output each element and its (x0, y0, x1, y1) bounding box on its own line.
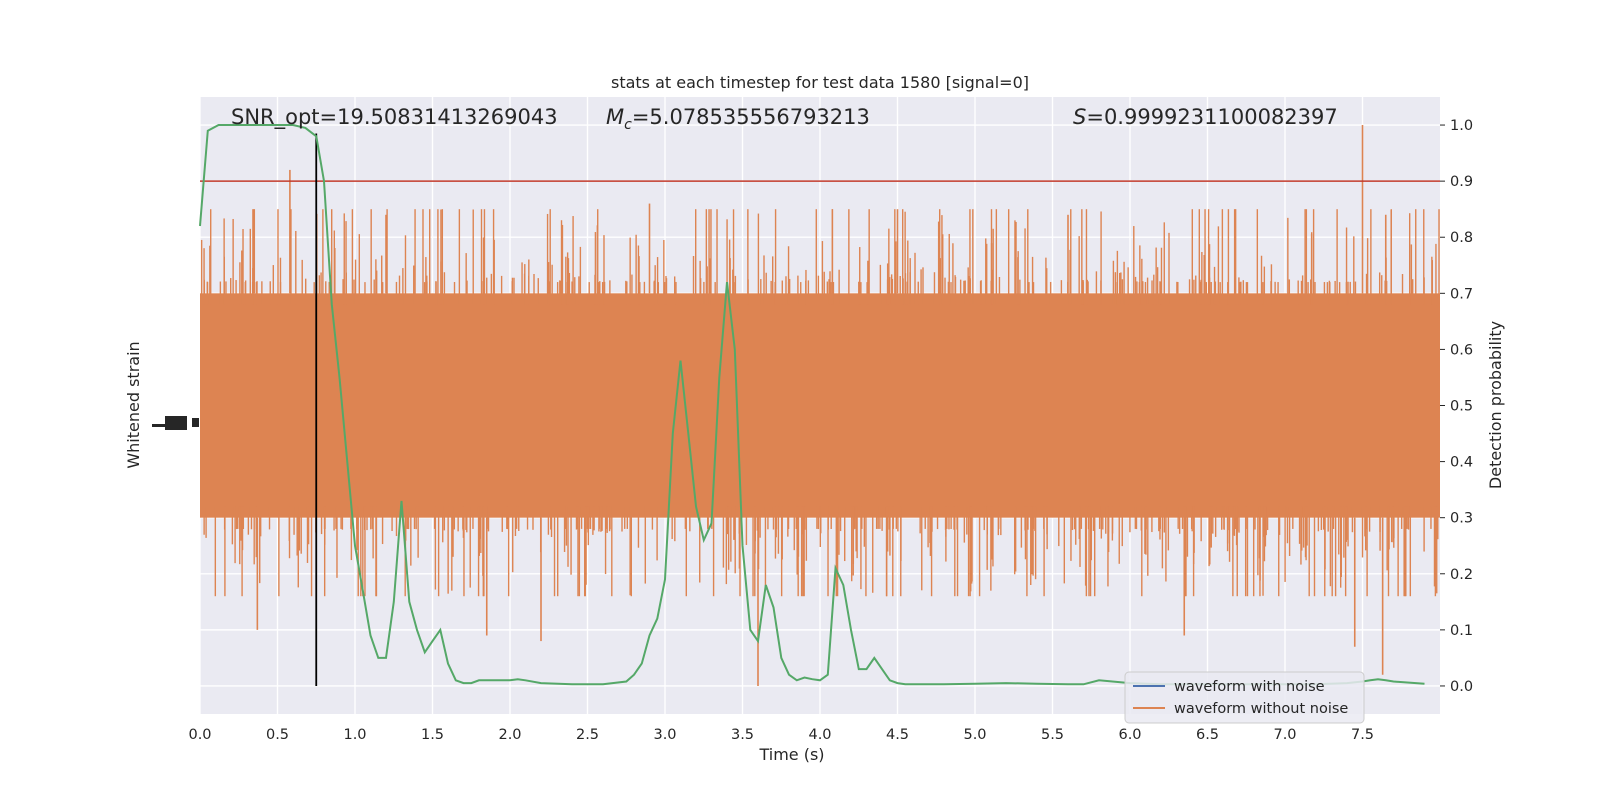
x-tick-label: 6.0 (1118, 727, 1141, 743)
y-right-axis-ticks: 0.0 0.1 0.2 0.3 0.4 0.5 0.6 0.7 0.8 0.9 1.0 (1440, 118, 1473, 695)
chirp-mass-annotation: Mc=5.078535556793213 (606, 105, 870, 133)
waveform-without-noise-band (200, 293, 1440, 518)
x-tick-label: 4.5 (886, 727, 909, 743)
chart-title: stats at each timestep for test data 158… (611, 73, 1029, 92)
x-tick-label: 2.5 (576, 727, 599, 743)
x-tick-label: 3.5 (731, 727, 754, 743)
legend-box (1124, 671, 1365, 724)
x-tick-label: 1.0 (343, 727, 366, 743)
x-tick-label: 0.0 (188, 727, 211, 743)
x-tick-label: 7.0 (1273, 727, 1296, 743)
detection-probability-line (199, 124, 1425, 686)
score-annotation: S=0.9999231100082397 (1073, 105, 1338, 129)
x-axis-label: Time (s) (758, 745, 824, 764)
y-tick-label: 0.4 (1450, 455, 1473, 471)
y-tick-label: 0.9 (1450, 174, 1473, 190)
legend: waveform with noise waveform without noi… (1124, 671, 1365, 724)
legend-label-waveform-without-noise: waveform without noise (1174, 701, 1348, 717)
snr-annotation: SNR_opt=19.50831413269043 (231, 105, 558, 130)
x-tick-label: 4.0 (808, 727, 831, 743)
y-tick-label: 0.3 (1450, 511, 1473, 527)
x-tick-label: 2.0 (498, 727, 521, 743)
y-tick-label: 0.8 (1450, 230, 1473, 246)
x-axis-ticks: 0.0 0.5 1.0 1.5 2.0 2.5 3.0 3.5 4.0 4.5 5.0 5.5 6.0 6… (188, 727, 1374, 743)
x-tick-label: 7.5 (1351, 727, 1374, 743)
y-tick-label: 0.6 (1450, 342, 1473, 358)
y-left-axis-label: Whitened strain (124, 341, 143, 468)
legend-label-waveform-with-noise: waveform with noise (1174, 679, 1325, 695)
left-axis-ticks-cluster (152, 416, 199, 430)
x-tick-label: 3.0 (653, 727, 676, 743)
x-tick-label: 5.5 (1041, 727, 1064, 743)
y-tick-label: 0.5 (1450, 399, 1473, 415)
y-tick-label: 1.0 (1450, 118, 1473, 134)
x-tick-label: 0.5 (266, 727, 289, 743)
y-tick-label: 0.1 (1450, 623, 1473, 639)
x-tick-label: 1.5 (421, 727, 444, 743)
y-tick-label: 0.2 (1450, 567, 1473, 583)
y-tick-label: 0.0 (1450, 679, 1473, 695)
y-right-axis-label: Detection probability (1486, 321, 1505, 489)
x-tick-label: 5.0 (963, 727, 986, 743)
waveform-without-noise-spikes (200, 125, 1440, 686)
waveform-band (200, 293, 1440, 518)
x-tick-label: 6.5 (1196, 727, 1219, 743)
y-tick-label: 0.7 (1450, 286, 1473, 302)
